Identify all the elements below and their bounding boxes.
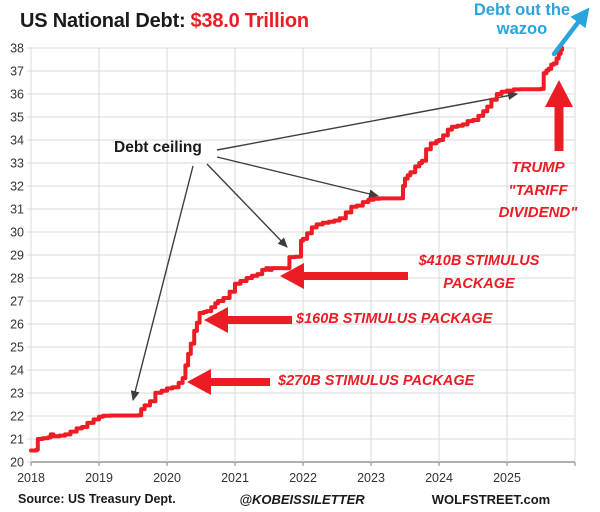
trump-line2: "TARIFF bbox=[508, 181, 568, 199]
y-tick-label: 30 bbox=[10, 226, 24, 240]
debt-ceiling-arrow bbox=[216, 91, 519, 151]
debt-ceiling-arrow bbox=[130, 165, 194, 402]
chart-title-text: US National Debt: bbox=[20, 10, 186, 32]
y-tick-label: 28 bbox=[10, 272, 24, 286]
x-tick-label: 2025 bbox=[493, 471, 521, 485]
x-tick-label: 2021 bbox=[221, 471, 249, 485]
wazoo-line1: Debt out the bbox=[473, 1, 571, 19]
y-tick-label: 32 bbox=[10, 180, 24, 194]
x-tick-label: 2018 bbox=[17, 471, 45, 485]
chart-title-value: $38.0 Trillion bbox=[190, 10, 310, 32]
stimulus-410-line2: PACKAGE bbox=[443, 276, 515, 292]
y-tick-label: 25 bbox=[10, 341, 24, 355]
annotation-debt-ceiling: Debt ceiling bbox=[114, 139, 202, 156]
y-tick-label: 35 bbox=[10, 111, 24, 125]
y-tick-label: 20 bbox=[10, 456, 24, 470]
y-tick-label: 24 bbox=[10, 364, 24, 378]
source-credit: Source: US Treasury Dept. bbox=[18, 492, 176, 506]
stimulus-arrow bbox=[280, 263, 408, 289]
stimulus-arrow bbox=[204, 307, 292, 333]
kobeissi-credit: @KOBEISSILETTER bbox=[239, 492, 365, 507]
annotation-stimulus-160: $160B STIMULUS PACKAGE bbox=[296, 311, 493, 327]
x-tick-label: 2022 bbox=[289, 471, 317, 485]
debt-line bbox=[29, 46, 565, 453]
x-tick-label: 2020 bbox=[153, 471, 181, 485]
wolfstreet-credit: WOLFSTREET.com bbox=[431, 492, 551, 507]
trump-line1: TRUMP bbox=[511, 159, 565, 176]
x-tick-label: 2023 bbox=[357, 471, 385, 485]
y-tick-label: 23 bbox=[10, 387, 24, 401]
y-tick-label: 22 bbox=[10, 410, 24, 424]
y-tick-label: 21 bbox=[10, 433, 24, 447]
chart-title: US National Debt: $38.0 Trillion bbox=[20, 10, 309, 33]
y-tick-label: 37 bbox=[10, 65, 24, 79]
y-tick-label: 27 bbox=[10, 295, 24, 309]
debt-ceiling-arrow bbox=[216, 156, 380, 199]
y-tick-label: 38 bbox=[10, 42, 24, 56]
x-tick-label: 2024 bbox=[425, 471, 453, 485]
y-tick-label: 31 bbox=[10, 203, 24, 217]
wazoo-arrow bbox=[551, 7, 590, 57]
y-tick-label: 33 bbox=[10, 157, 24, 171]
y-tick-label: 26 bbox=[10, 318, 24, 332]
trump-line3: DIVIDEND" bbox=[498, 204, 578, 221]
debt-ceiling-arrow bbox=[206, 163, 288, 248]
annotation-debt-out-the-wazoo: Debt out the wazoo bbox=[452, 1, 592, 39]
annotation-stimulus-410: $410B STIMULUS PACKAGE bbox=[404, 250, 554, 296]
trump-up-arrow bbox=[545, 80, 573, 151]
stimulus-arrow bbox=[187, 369, 270, 395]
y-tick-label: 34 bbox=[10, 134, 24, 148]
annotation-stimulus-270: $270B STIMULUS PACKAGE bbox=[278, 373, 475, 389]
wazoo-line2: wazoo bbox=[496, 20, 548, 38]
x-tick-label: 2019 bbox=[85, 471, 113, 485]
annotation-trump-tariff-dividend: TRUMP "TARIFF DIVIDEND" bbox=[478, 157, 598, 225]
y-tick-label: 36 bbox=[10, 88, 24, 102]
y-tick-label: 29 bbox=[10, 249, 24, 263]
stimulus-410-line1: $410B STIMULUS bbox=[418, 253, 540, 269]
